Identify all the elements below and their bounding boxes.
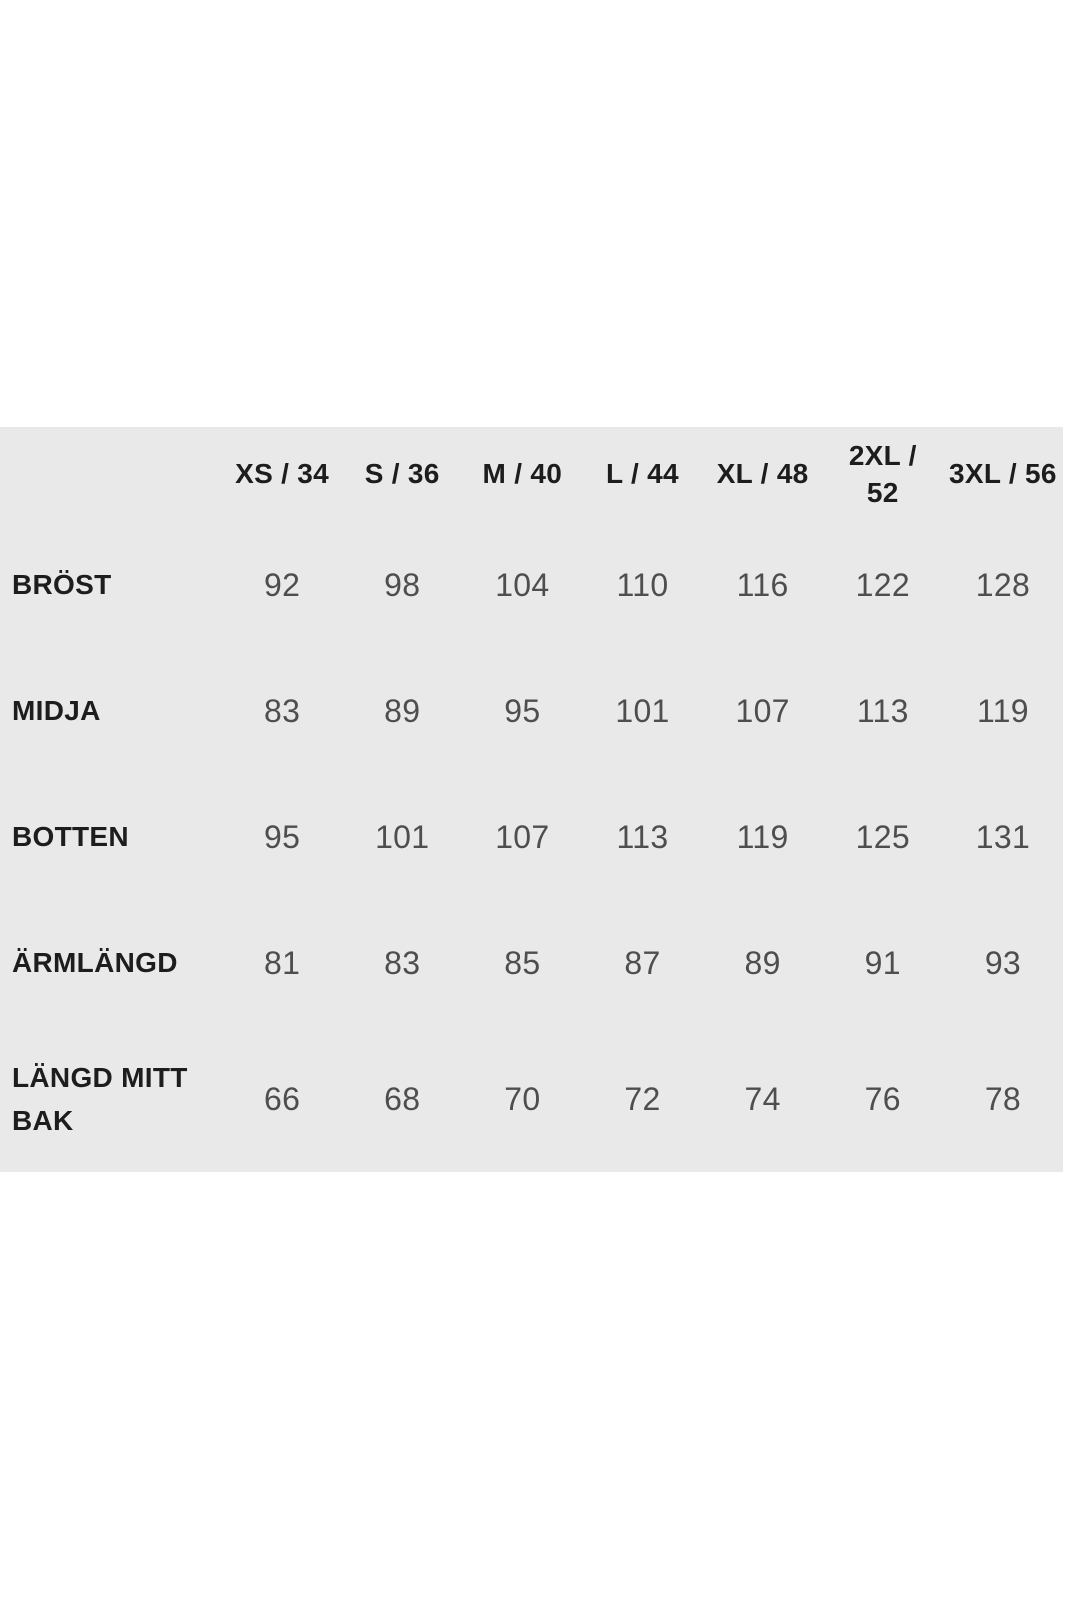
measurement-value: 128 [975, 566, 1031, 603]
measurement-value: 89 [744, 944, 781, 981]
table-row-brost: BRÖST 92 98 104 110 116 122 128 [0, 522, 1063, 648]
measurement-value: 116 [736, 566, 789, 603]
table-row-armlangd: ÄRMLÄNGD 81 83 85 87 89 91 93 [0, 900, 1063, 1026]
measurement-value: 83 [263, 692, 301, 729]
row-label-langd-mitt-bak: LÄNGD MITT BAK [12, 1061, 188, 1136]
measurement-value: 101 [615, 692, 670, 729]
measurement-value: 101 [375, 818, 430, 855]
measurement-value: 119 [736, 818, 789, 855]
measurement-value: 74 [744, 1080, 781, 1117]
column-header-xl: XL / 48 [716, 458, 809, 490]
measurement-value: 89 [384, 692, 421, 729]
measurement-value: 70 [504, 1080, 541, 1117]
row-label-brost: BRÖST [12, 569, 112, 601]
row-label-midja: MIDJA [12, 695, 101, 727]
row-label-armlangd: ÄRMLÄNGD [12, 947, 178, 979]
column-header-l: L / 44 [606, 458, 679, 490]
measurement-value: 91 [864, 944, 901, 981]
measurement-value: 72 [624, 1080, 661, 1117]
measurement-value: 113 [616, 818, 669, 855]
measurement-value: 66 [263, 1080, 301, 1117]
measurement-value: 93 [984, 944, 1022, 981]
measurement-value: 95 [263, 818, 301, 855]
measurement-value: 85 [504, 944, 541, 981]
measurement-value: 76 [864, 1080, 901, 1117]
table-row-botten: BOTTEN 95 101 107 113 119 125 131 [0, 774, 1063, 900]
column-header-s: S / 36 [364, 458, 440, 490]
table-header-row: XS / 34 S / 36 M / 40 L / 44 XL / 48 2XL… [0, 427, 1063, 522]
measurement-value: 131 [975, 818, 1031, 855]
row-label-botten: BOTTEN [12, 821, 129, 853]
measurement-value: 110 [616, 566, 669, 603]
measurement-value: 95 [504, 692, 541, 729]
measurement-value: 113 [856, 692, 909, 729]
table-row-midja: MIDJA 83 89 95 101 107 113 119 [0, 648, 1063, 774]
measurement-value: 119 [976, 692, 1029, 729]
measurement-value: 83 [384, 944, 421, 981]
measurement-value: 122 [855, 566, 910, 603]
measurement-value: 98 [384, 566, 421, 603]
measurement-value: 107 [495, 818, 550, 855]
measurement-value: 78 [984, 1080, 1022, 1117]
measurement-value: 125 [855, 818, 910, 855]
column-header-2xl: 2XL / 52 [848, 440, 917, 508]
measurement-value: 81 [263, 944, 301, 981]
measurement-value: 92 [263, 566, 301, 603]
measurement-value: 107 [735, 692, 790, 729]
column-header-3xl: 3XL / 56 [949, 458, 1057, 490]
column-header-m: M / 40 [482, 458, 563, 490]
measurement-value: 87 [624, 944, 661, 981]
measurement-value: 104 [495, 566, 550, 603]
measurements-table: XS / 34 S / 36 M / 40 L / 44 XL / 48 2XL… [0, 427, 1063, 1172]
corner-cell [0, 427, 222, 522]
column-header-xs: XS / 34 [235, 458, 330, 490]
measurement-value: 68 [384, 1080, 421, 1117]
table-row-langd-mitt-bak: LÄNGD MITT BAK 66 68 70 72 74 76 78 [0, 1026, 1063, 1172]
size-table-panel: XS / 34 S / 36 M / 40 L / 44 XL / 48 2XL… [0, 427, 1063, 1172]
